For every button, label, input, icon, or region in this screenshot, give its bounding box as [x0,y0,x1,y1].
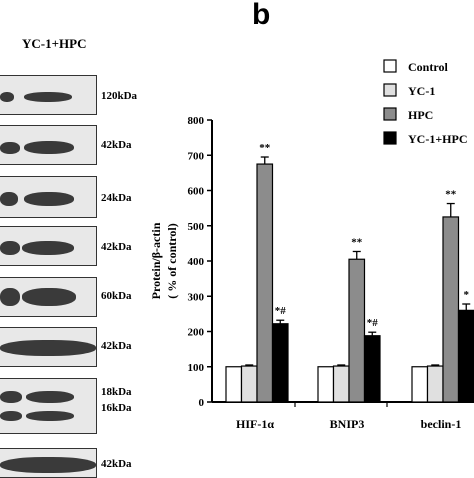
bar-control [226,367,242,402]
bar-yc-1-hpc [365,336,381,402]
significance-mark: *# [367,317,379,329]
bar-hpc [257,164,273,402]
legend-label: HPC [408,108,433,122]
y-tick-label: 700 [188,150,205,162]
bar-hpc [349,259,365,402]
y-axis-label-unit: ( % of control) [165,223,179,298]
significance-mark: ** [351,236,363,248]
bar-hpc [443,217,459,402]
y-tick-label: 500 [188,221,205,233]
bar-yc-1 [334,366,350,402]
legend-swatch [384,108,396,120]
x-tick-label: beclin-1 [421,417,462,431]
y-tick-label: 300 [188,291,205,303]
significance-mark: ** [259,142,271,154]
x-tick-label: BNIP3 [330,417,365,431]
bar-yc-1-hpc [273,324,289,402]
bar-yc-1 [428,366,444,402]
y-tick-label: 800 [188,115,205,127]
significance-mark: *# [275,305,287,317]
legend-label: YC-1 [408,84,435,98]
bar-control [318,367,334,402]
legend-swatch [384,60,396,72]
y-axis-label: Protein/β-actin [149,222,163,299]
y-tick-label: 600 [188,186,205,198]
y-tick-label: 100 [188,362,205,374]
legend-swatch [384,132,396,144]
y-tick-label: 400 [188,256,205,268]
significance-mark: ** [445,189,457,201]
significance-mark: * [464,289,470,301]
legend-label: Control [408,60,448,74]
y-tick-label: 0 [199,397,205,409]
x-tick-label: HIF-1α [236,417,274,431]
bar-yc-1 [242,366,258,402]
legend-swatch [384,84,396,96]
bar-yc-1-hpc [459,310,474,402]
legend-label: YC-1+HPC [408,132,468,146]
bar-control [412,367,428,402]
y-tick-label: 200 [188,327,205,339]
